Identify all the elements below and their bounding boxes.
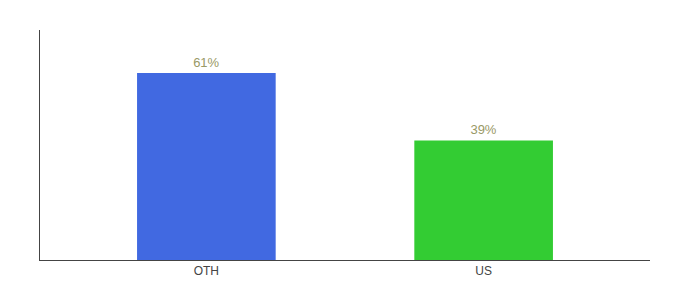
svg-text:61%: 61%	[193, 55, 219, 70]
svg-text:US: US	[475, 264, 492, 278]
svg-text:39%: 39%	[470, 122, 496, 137]
svg-text:OTH: OTH	[194, 264, 219, 278]
